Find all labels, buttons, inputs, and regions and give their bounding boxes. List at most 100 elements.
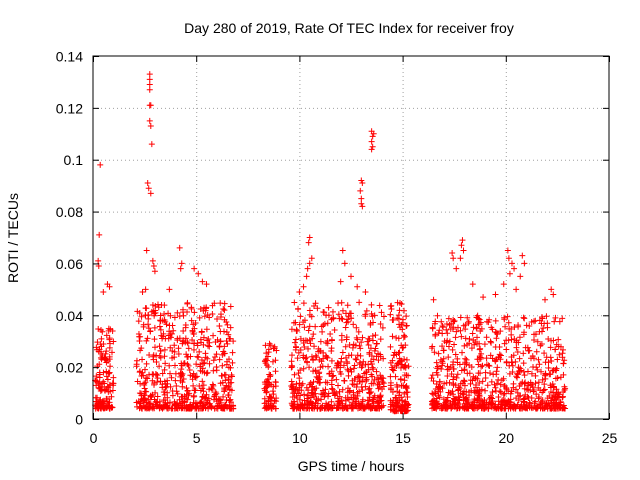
- data-point: [324, 405, 331, 412]
- data-point: [217, 313, 224, 320]
- data-point: [227, 324, 234, 331]
- data-point: [520, 331, 527, 338]
- data-point: [543, 402, 550, 409]
- data-point: [227, 364, 234, 371]
- data-point: [174, 309, 181, 316]
- data-point: [96, 231, 103, 238]
- data-point: [170, 327, 177, 334]
- data-point: [369, 143, 376, 150]
- data-point: [344, 302, 351, 309]
- data-point: [198, 357, 205, 364]
- data-point: [209, 381, 216, 388]
- data-point: [330, 372, 337, 379]
- data-point: [473, 325, 480, 332]
- data-point: [304, 337, 311, 344]
- data-point: [497, 389, 504, 396]
- data-point: [481, 397, 488, 404]
- data-point: [464, 314, 471, 321]
- data-point: [493, 380, 500, 387]
- data-point: [147, 123, 154, 130]
- data-point: [172, 370, 179, 377]
- data-point: [387, 343, 394, 350]
- data-point: [505, 388, 512, 395]
- data-point: [266, 393, 273, 400]
- data-point: [179, 383, 186, 390]
- data-point: [273, 398, 280, 405]
- data-point: [197, 399, 204, 406]
- data-point: [95, 257, 102, 264]
- data-point: [356, 299, 363, 306]
- data-point: [190, 382, 197, 389]
- data-point: [370, 356, 377, 363]
- data-point: [434, 312, 441, 319]
- data-point: [301, 391, 308, 398]
- data-point: [439, 358, 446, 365]
- data-point: [182, 322, 189, 328]
- data-point: [345, 318, 352, 325]
- data-point: [324, 320, 331, 327]
- data-point: [342, 343, 349, 350]
- data-point: [458, 333, 465, 340]
- y-tick-labels: 0 0.02 0.04 0.06 0.08 0.1 0.12 0.14: [56, 49, 83, 428]
- data-point: [354, 283, 361, 290]
- data-point: [108, 349, 115, 356]
- data-point: [220, 404, 227, 411]
- data-point: [359, 180, 366, 187]
- data-point: [273, 347, 280, 354]
- data-point: [156, 323, 163, 330]
- data-point: [329, 386, 336, 393]
- data-point: [506, 270, 513, 277]
- data-point: [175, 345, 182, 352]
- data-point: [300, 300, 307, 307]
- data-point: [206, 360, 213, 367]
- data-point: [447, 390, 454, 397]
- data-point: [288, 352, 295, 359]
- data-point: [153, 352, 160, 359]
- data-point: [404, 402, 411, 409]
- data-point: [379, 386, 386, 393]
- data-point: [475, 399, 482, 406]
- data-point: [401, 332, 408, 339]
- data-point: [210, 332, 217, 339]
- data-point: [539, 376, 546, 383]
- data-point: [295, 370, 302, 377]
- data-point: [548, 394, 555, 401]
- data-point: [393, 351, 400, 358]
- data-point: [110, 382, 117, 389]
- data-point: [200, 307, 207, 314]
- data-point: [528, 355, 535, 362]
- data-point: [322, 379, 329, 386]
- data-point: [293, 380, 300, 387]
- data-point: [290, 398, 297, 405]
- data-point: [358, 364, 365, 371]
- data-point: [348, 352, 355, 359]
- data-point: [293, 405, 300, 412]
- data-point: [339, 386, 346, 393]
- data-point: [459, 380, 466, 387]
- data-point: [164, 377, 171, 384]
- data-point: [357, 352, 364, 359]
- data-point: [533, 364, 540, 371]
- data-point: [161, 346, 168, 353]
- data-point: [530, 388, 537, 395]
- data-point: [532, 331, 539, 338]
- data-point: [471, 341, 478, 348]
- data-point: [523, 386, 530, 393]
- data-point: [97, 161, 104, 168]
- data-point: [489, 355, 496, 362]
- data-point: [142, 374, 149, 381]
- data-point: [446, 338, 453, 345]
- data-point: [328, 345, 335, 352]
- data-point: [303, 358, 310, 365]
- data-point: [513, 344, 520, 351]
- data-point: [359, 334, 366, 341]
- data-point: [390, 316, 397, 323]
- data-point: [500, 281, 507, 288]
- data-point: [473, 314, 480, 321]
- data-point: [303, 354, 310, 361]
- data-point: [450, 255, 457, 262]
- data-point: [477, 327, 484, 334]
- data-point: [319, 391, 326, 398]
- data-point: [216, 356, 223, 363]
- data-point: [402, 342, 409, 349]
